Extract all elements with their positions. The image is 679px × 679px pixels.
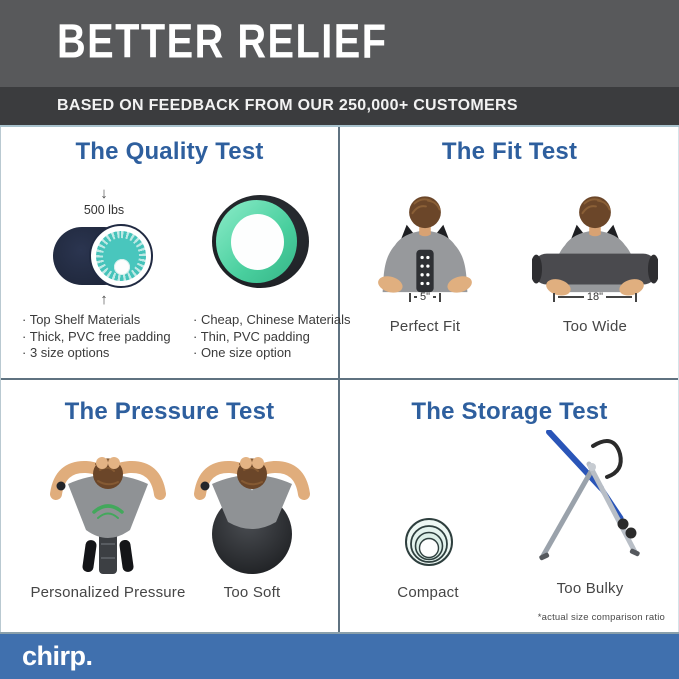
weight-label: 500 lbs xyxy=(83,203,125,217)
measure-tick xyxy=(635,292,637,302)
inversion-table-illustration xyxy=(539,430,640,561)
quality-other-bullets: · Cheap, Chinese Materials · Thin, PVC p… xyxy=(193,312,351,362)
person-on-ball-illustration xyxy=(194,457,310,574)
arrow-down-icon: ↓ xyxy=(100,185,108,202)
quality-chirp-bullets: · Top Shelf Materials · Thick, PVC free … xyxy=(22,312,171,362)
feedback-banner: BASED ON FEEDBACK FROM OUR 250,000+ CUST… xyxy=(0,87,679,125)
storage-chirp-caption: Compact xyxy=(397,584,459,601)
bullet-line: · Thick, PVC free padding xyxy=(22,328,171,344)
chirp-wheel-logo-dot xyxy=(114,259,130,275)
bullet-line: · Cheap, Chinese Materials xyxy=(193,312,351,327)
chirp-wheel-face xyxy=(89,224,153,288)
bullet-line: · One size option xyxy=(193,345,292,360)
measure-line xyxy=(557,296,584,298)
chirp-wheel-illustration xyxy=(53,224,153,288)
pressure-heading: The Pressure Test xyxy=(64,398,275,425)
border-left xyxy=(0,127,1,632)
person-on-wheel-illustration xyxy=(50,457,166,574)
bullet-line: · Thin, PVC padding xyxy=(193,328,310,344)
page-title: BETTER RELIEF xyxy=(57,14,388,69)
storage-heading: The Storage Test xyxy=(411,398,608,425)
competitor-wheel-hole xyxy=(231,214,284,270)
fit-heading: The Fit Test xyxy=(441,138,578,165)
divider-vertical xyxy=(338,127,340,634)
divider-bottom xyxy=(0,632,679,634)
measure-line xyxy=(606,296,633,298)
arrow-up-icon: ↑ xyxy=(100,291,108,308)
storage-other-caption: Too Bulky xyxy=(556,580,624,597)
pressure-chirp-caption: Personalized Pressure xyxy=(30,584,186,601)
fit-chirp-caption: Perfect Fit xyxy=(389,318,461,335)
nested-rings-illustration xyxy=(405,518,453,566)
measure-line xyxy=(433,296,437,298)
measure-tick xyxy=(439,292,441,302)
measurement-value: 18" xyxy=(586,291,604,303)
measurement-value: 5" xyxy=(419,291,431,303)
pressure-other-caption: Too Soft xyxy=(223,584,281,601)
competitor-wheel-illustration xyxy=(212,195,309,288)
fit-chirp-measurement: 5" xyxy=(365,291,485,303)
chirp-logo: chirp. xyxy=(22,641,93,671)
measure-tick xyxy=(553,292,555,302)
feedback-text: BASED ON FEEDBACK FROM OUR 250,000+ CUST… xyxy=(57,97,518,114)
hero-banner: BETTER RELIEF xyxy=(0,0,679,87)
fit-other-measurement: 18" xyxy=(535,291,655,303)
weight-annotation: ↓ 500 lbs xyxy=(44,186,164,217)
divider-horizontal xyxy=(0,378,679,380)
quality-heading: The Quality Test xyxy=(75,138,264,165)
bullet-line: · Top Shelf Materials xyxy=(22,312,141,327)
person-back-wide-roller-illustration xyxy=(532,196,658,296)
person-back-narrow-wheel-illustration xyxy=(378,196,472,293)
footer-bar: chirp. xyxy=(0,634,679,679)
storage-footnote: *actual size comparison ratio xyxy=(537,612,665,623)
fit-other-caption: Too Wide xyxy=(562,318,628,335)
measure-line xyxy=(413,296,417,298)
measure-tick xyxy=(409,292,411,302)
divider-top xyxy=(0,125,679,127)
bullet-line: · 3 size options xyxy=(22,345,110,360)
